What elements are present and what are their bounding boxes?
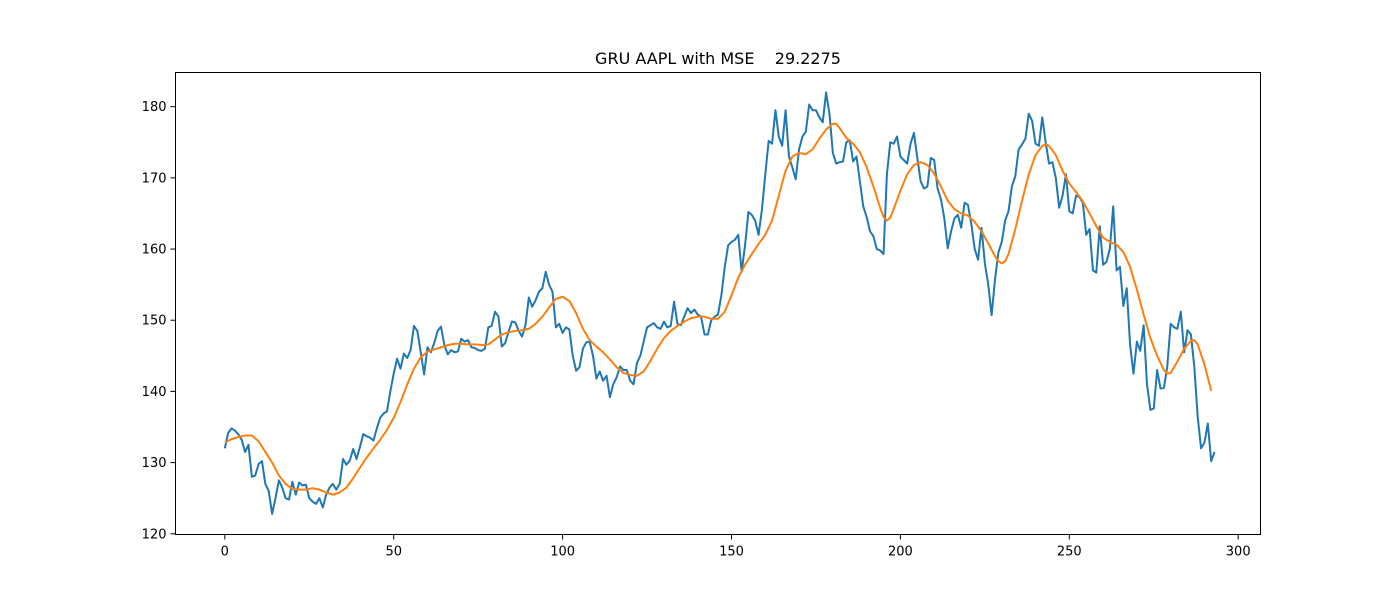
x-tick-label: 50 <box>385 545 402 560</box>
x-tick-label: 0 <box>221 545 229 560</box>
x-tick-label: 250 <box>1057 545 1082 560</box>
x-tick-label: 150 <box>719 545 744 560</box>
y-tick-label: 160 <box>142 243 167 258</box>
y-tick-label: 120 <box>142 527 167 542</box>
plot-frame <box>175 72 1261 535</box>
y-tick-label: 130 <box>142 456 167 471</box>
y-tick-label: 140 <box>142 385 167 400</box>
y-tick-label: 180 <box>142 100 167 115</box>
series-layer <box>223 91 1216 515</box>
x-tick-label: 300 <box>1226 545 1251 560</box>
y-tick-label: 150 <box>142 314 167 329</box>
series-line-2 <box>224 122 1213 496</box>
x-tick-label: 200 <box>888 545 913 560</box>
series-line-1 <box>223 91 1216 515</box>
y-tick-label: 170 <box>142 171 167 186</box>
chart-title: GRU AAPL with MSE 29.2275 <box>595 49 841 68</box>
x-tick-label: 100 <box>550 545 575 560</box>
axis-layer: 0 50 100 150 200 250 300 120 130 140 150 160 170 180 <box>142 100 1251 559</box>
